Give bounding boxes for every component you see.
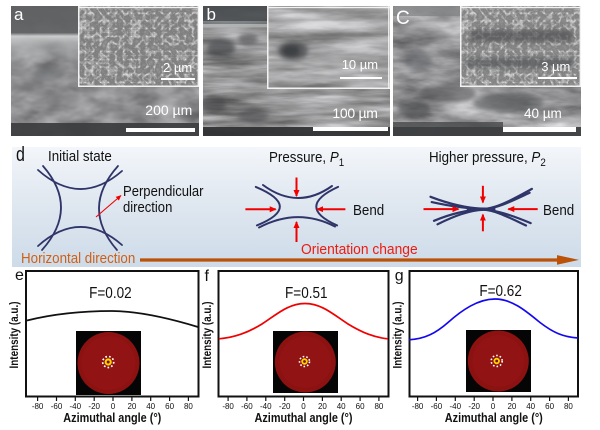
svg-text:60: 60: [356, 402, 365, 411]
svg-text:Intensity (a.u.): Intensity (a.u.): [9, 301, 21, 368]
svg-text:-80: -80: [32, 402, 44, 411]
svg-text:F=0.62: F=0.62: [479, 283, 522, 300]
svg-text:60: 60: [545, 402, 554, 411]
svg-text:40: 40: [337, 402, 346, 411]
svg-text:80: 80: [374, 402, 383, 411]
svg-text:-20: -20: [279, 402, 291, 411]
svg-text:-60: -60: [51, 402, 63, 411]
svg-text:Azimuthal angle (°): Azimuthal angle (°): [445, 411, 543, 425]
svg-text:-20: -20: [88, 402, 100, 411]
svg-text:Azimuthal angle (°): Azimuthal angle (°): [63, 411, 161, 425]
svg-text:60: 60: [165, 402, 174, 411]
svg-text:80: 80: [564, 402, 573, 411]
svg-text:-80: -80: [222, 402, 234, 411]
svg-text:20: 20: [318, 402, 327, 411]
svg-text:Intensity (a.u.): Intensity (a.u.): [202, 301, 214, 368]
svg-text:80: 80: [184, 402, 193, 411]
svg-text:Intensity (a.u.): Intensity (a.u.): [393, 301, 405, 368]
svg-text:f: f: [205, 268, 210, 285]
svg-text:-20: -20: [468, 402, 480, 411]
svg-text:F=0.51: F=0.51: [285, 285, 328, 302]
svg-text:-80: -80: [412, 402, 424, 411]
svg-text:20: 20: [127, 402, 136, 411]
svg-text:-40: -40: [450, 402, 462, 411]
svg-text:0: 0: [491, 402, 496, 411]
svg-text:0: 0: [301, 402, 306, 411]
svg-text:-60: -60: [431, 402, 443, 411]
svg-text:40: 40: [526, 402, 535, 411]
svg-text:0: 0: [111, 402, 116, 411]
svg-text:e: e: [15, 267, 24, 284]
svg-text:40: 40: [146, 402, 155, 411]
svg-text:-40: -40: [70, 402, 82, 411]
svg-text:Azimuthal angle (°): Azimuthal angle (°): [255, 411, 353, 425]
svg-text:g: g: [395, 268, 404, 285]
svg-text:20: 20: [507, 402, 516, 411]
svg-text:F=0.02: F=0.02: [89, 285, 132, 302]
svg-text:-60: -60: [241, 402, 253, 411]
svg-text:-40: -40: [260, 402, 272, 411]
